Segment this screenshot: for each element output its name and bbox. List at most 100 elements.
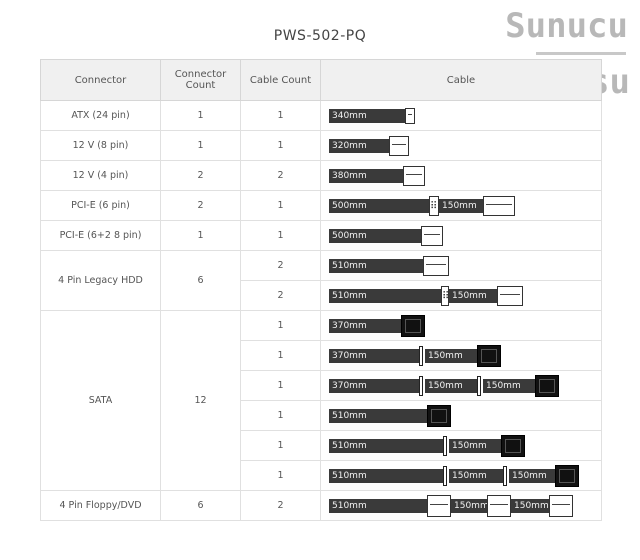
cable-extension-label: 150mm [511, 498, 549, 513]
pcie-connector-icon [483, 195, 515, 216]
cable-diagram-cell: 380mm [320, 160, 602, 191]
pcie-connector-icon [421, 225, 443, 246]
molex-connector-icon [423, 255, 449, 276]
cable-count-cell: 1 [240, 370, 321, 401]
sata-connector-icon [443, 465, 447, 486]
sata-connector-icon [501, 434, 525, 457]
cable-count-cell: 1 [240, 100, 321, 131]
sata-connector-icon [419, 375, 423, 396]
table-row: 12 V (4 pin) 2 2 380mm [40, 160, 602, 191]
cable-diagram: 370mm 150mm [329, 344, 601, 367]
floppy-connector-icon [549, 494, 573, 517]
cable-extension-label: 150mm [483, 378, 535, 393]
floppy-connector-icon [487, 494, 511, 517]
cable-length-label: 380mm [329, 168, 403, 183]
connector-count-cell: 2 [160, 160, 241, 191]
cable-count-cell: 1 [240, 430, 321, 461]
cable-count-cell: 1 [240, 130, 321, 161]
table-row: PCI-E (6 pin) 2 1 500mm 150mm [40, 190, 602, 221]
cable-length-label: 320mm [329, 138, 389, 153]
molex-connector-icon [497, 285, 523, 306]
cable-length-label: 510mm [329, 468, 443, 483]
sata-connector-icon [535, 374, 559, 397]
sata-connector-icon [503, 465, 507, 486]
header-connector-count: Connector Count [160, 59, 241, 101]
atx-4pin-connector-icon [403, 165, 425, 186]
cable-diagram: 370mm 150mm 150mm [329, 374, 601, 397]
cable-count-cell: 1 [240, 190, 321, 221]
cable-diagram-cell: 370mm 150mm [320, 340, 602, 371]
cable-count-cell: 2 [240, 280, 321, 311]
cable-count-cell: 1 [240, 310, 321, 341]
table-row: SATA 12 1 370mm [40, 310, 602, 491]
cable-extension-label: 150mm [425, 378, 477, 393]
cable-diagram-cell: 340mm [320, 100, 602, 131]
cable-diagram-cell: 500mm [320, 220, 602, 251]
cable-diagram: 500mm 150mm [329, 195, 601, 217]
pcie-connector-icon [429, 195, 439, 216]
cable-count-cell: 2 [240, 250, 321, 281]
cable-length-label: 370mm [329, 378, 419, 393]
connector-cell: 4 Pin Legacy HDD [40, 250, 161, 311]
table-header-row: Connector Connector Count Cable Count Ca… [40, 59, 602, 101]
sata-connector-icon [443, 435, 447, 456]
cable-diagram: 510mm [329, 404, 601, 427]
eps-8pin-connector-icon [389, 135, 409, 156]
cable-count-cell: 2 [240, 160, 321, 191]
cable-extension-label: 150mm [449, 288, 497, 303]
cable-diagram: 380mm [329, 165, 601, 187]
watermark-divider [536, 52, 626, 55]
cable-length-label: 510mm [329, 498, 427, 513]
atx-connector-icon [405, 107, 415, 124]
sata-connector-icon [419, 345, 423, 366]
cable-length-label: 510mm [329, 438, 443, 453]
table-row: 1 370mm 150mm [41, 340, 602, 371]
table-row: 1 510mm 150mm [41, 430, 602, 461]
cable-diagram: 510mm [329, 255, 601, 277]
cable-extension-label: 150mm [449, 438, 501, 453]
connector-cell: PCI-E (6+2 8 pin) [40, 220, 161, 251]
cable-count-cell: 2 [240, 490, 321, 521]
cable-diagram: 370mm [329, 314, 601, 337]
cable-count-cell: 1 [240, 400, 321, 431]
cable-extension-label: 150mm [425, 348, 477, 363]
sata-connector-icon [477, 344, 501, 367]
header-cable-count: Cable Count [240, 59, 321, 101]
connector-count-cell: 6 [160, 490, 241, 521]
cable-extension-label: 150mm [509, 468, 555, 483]
cable-length-label: 510mm [329, 288, 441, 303]
cable-extension-label: 150mm [449, 468, 503, 483]
connector-cell: PCI-E (6 pin) [40, 190, 161, 221]
cable-count-cell: 1 [240, 220, 321, 251]
cable-diagram-cell: 500mm 150mm [320, 190, 602, 221]
cable-count-cell: 1 [240, 340, 321, 371]
cable-extension-label: 150mm [439, 198, 483, 213]
cable-diagram: 500mm [329, 225, 601, 247]
cable-length-label: 510mm [329, 258, 423, 273]
table-row: 12 V (8 pin) 1 1 320mm [40, 130, 602, 161]
table-row: 4 Pin Floppy/DVD 6 2 510mm 150mm 150mm [40, 490, 602, 521]
table-row: PCI-E (6+2 8 pin) 1 1 500mm [40, 220, 602, 251]
cable-length-label: 370mm [329, 348, 419, 363]
molex-connector-icon [441, 285, 449, 306]
sata-connector-icon [477, 375, 481, 396]
floppy-connector-icon [427, 494, 451, 517]
connector-count-cell: 2 [160, 190, 241, 221]
connector-count-cell: 1 [160, 100, 241, 131]
connector-cell: 4 Pin Floppy/DVD [40, 490, 161, 521]
connector-cell: 12 V (8 pin) [40, 130, 161, 161]
cable-diagram-cell: 370mm [320, 310, 602, 341]
connector-cell: SATA [40, 310, 161, 491]
cable-diagram: 510mm 150mm [329, 285, 601, 307]
cable-diagram-cell: 510mm 150mm 150mm [320, 490, 602, 521]
cable-diagram-cell: 510mm 150mm [320, 280, 602, 311]
table-row: 4 Pin Legacy HDD 6 2 510mm [40, 250, 602, 311]
connector-cell: 12 V (4 pin) [40, 160, 161, 191]
header-cable: Cable [320, 59, 602, 101]
sata-connector-icon [555, 464, 579, 487]
cable-count-cell: 1 [240, 460, 321, 491]
cable-diagram: 340mm [329, 105, 601, 127]
cable-length-label: 500mm [329, 198, 429, 213]
cable-diagram-cell: 510mm [320, 250, 602, 281]
cable-length-label: 510mm [329, 408, 427, 423]
